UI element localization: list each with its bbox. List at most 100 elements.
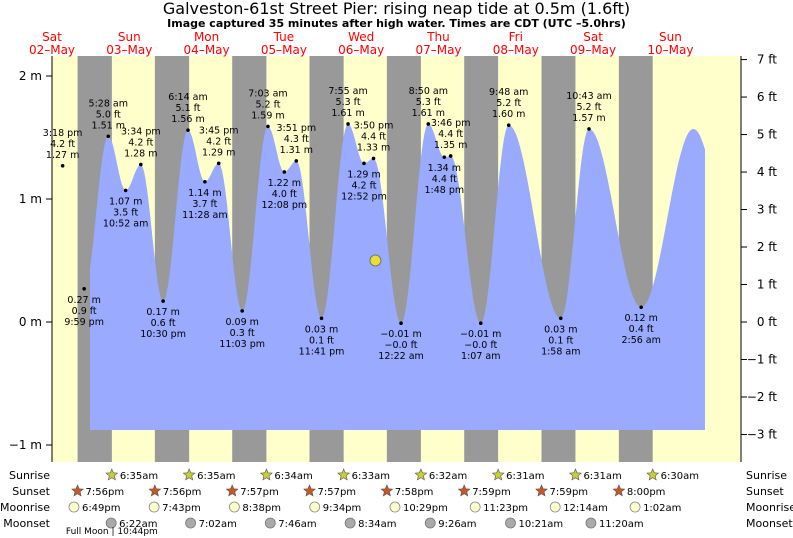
tide-point <box>448 154 453 158</box>
tide-metres-label: 1.27 m <box>46 150 79 161</box>
tide-point <box>362 161 366 166</box>
tide-time-label: 12:22 am <box>378 351 423 362</box>
moonset-icon <box>585 517 597 529</box>
tide-feet-label: 4.4 ft <box>432 174 457 185</box>
sunrise-icon <box>568 468 582 481</box>
sunrise-time: 6:33am <box>352 471 390 482</box>
tide-point <box>123 188 128 193</box>
date-label: 04–May <box>184 43 230 57</box>
moonrise-row-label-right: Moonrise <box>746 501 793 514</box>
tide-metres-label: 1.59 m <box>251 110 284 121</box>
moonset-time: 11:20am <box>599 519 644 530</box>
tide-time-label: 5:28 am <box>89 98 128 109</box>
tide-time-label: 11:28 am <box>182 210 227 221</box>
low-tide-marker: 0.27 m0.9 ft9:59 pm <box>64 286 104 328</box>
low-tide-marker: 1.34 m4.4 ft1:48 pm <box>424 155 464 196</box>
chart-subtitle: Image captured 35 minutes after high wat… <box>167 17 626 30</box>
moonrise-time: 10:29pm <box>403 503 448 514</box>
tide-time-label: 12:08 pm <box>261 200 307 211</box>
tide-metres-label: 1.28 m <box>124 149 157 160</box>
left-tick-label: −1 m <box>9 438 42 452</box>
sunset-time: 7:59pm <box>472 487 511 498</box>
moonrise-time: 8:38pm <box>242 503 281 514</box>
tide-metres-label: 0.27 m <box>67 295 100 306</box>
moonrise-row-label-left: Moonrise <box>0 501 50 514</box>
day-of-week-label: Sat <box>42 30 62 44</box>
low-tide-marker: 0.12 m0.4 ft2:56 am <box>621 305 661 346</box>
tide-point <box>266 124 270 129</box>
date-label: 08–May <box>493 43 539 57</box>
moonset-time: 10:21am <box>518 519 563 530</box>
sunset-time: 7:58pm <box>395 487 434 498</box>
tide-metres-label: 1.57 m <box>572 113 605 124</box>
tide-point <box>106 134 111 139</box>
sunrise-icon <box>646 468 660 481</box>
tide-feet-label: 5.1 ft <box>176 103 201 114</box>
moonrise-icon <box>629 501 641 513</box>
tide-metres-label: 1.14 m <box>188 188 221 199</box>
right-tick-label: 1 ft <box>757 278 777 292</box>
tide-time-label: 10:43 am <box>566 91 611 102</box>
tide-point <box>558 316 563 321</box>
day-of-week-label: Sun <box>118 30 141 44</box>
right-tick-label: 3 ft <box>757 203 777 217</box>
sunset-row-label-right: Sunset <box>746 485 784 498</box>
moonrise-time: 7:43pm <box>162 503 201 514</box>
right-tick-label: 6 ft <box>757 90 777 104</box>
tide-point <box>82 286 86 291</box>
moonrise-time: 11:23pm <box>483 503 528 514</box>
moonrise-icon <box>389 501 401 513</box>
tide-point <box>216 161 221 166</box>
tide-point <box>203 179 207 184</box>
date-label: 03–May <box>106 43 152 57</box>
moonset-icon <box>505 517 516 529</box>
tide-point <box>346 122 350 126</box>
chart-title: Galveston-61st Street Pier: rising neap … <box>162 0 631 18</box>
date-label: 05–May <box>261 43 307 57</box>
tide-feet-label: 0.6 ft <box>151 318 176 329</box>
tide-metres-label: 0.03 m <box>544 324 577 335</box>
tide-feet-label: 5.3 ft <box>336 97 361 108</box>
moonset-icon <box>344 517 356 529</box>
high-tide-marker: 1.56 m5.1 ft6:14 am <box>168 92 208 132</box>
date-label: 07–May <box>415 43 461 57</box>
tide-feet-label: 5.2 ft <box>496 98 521 109</box>
left-tick-label: 0 m <box>19 315 42 329</box>
tide-time-label: 2:56 am <box>621 335 660 346</box>
tide-point <box>442 155 447 159</box>
sunrise-icon <box>337 468 351 481</box>
tide-feet-label: 4.2 ft <box>50 139 75 150</box>
tide-time-label: 3:46 pm <box>431 118 471 129</box>
tide-time-label: 9:48 am <box>489 87 528 98</box>
moonrise-icon <box>148 501 160 513</box>
right-tick-label: 4 ft <box>757 165 777 179</box>
tide-point <box>587 127 591 131</box>
moonrise-icon <box>549 501 561 513</box>
high-tide-marker: 1.27 m4.2 ft3:18 pm <box>43 128 82 168</box>
tide-feet-label: 0.9 ft <box>72 306 97 317</box>
tide-feet-label: 3.5 ft <box>113 207 138 218</box>
tide-time-label: 11:41 pm <box>299 346 345 357</box>
tide-time-label: 7:55 am <box>328 86 367 97</box>
tide-point <box>319 316 324 321</box>
high-tide-marker: 1.35 m4.4 ft3:46 pm <box>431 118 471 158</box>
day-of-week-label: Mon <box>194 30 219 44</box>
sunset-time: 7:57pm <box>240 487 279 498</box>
tide-feet-label: −0.0 ft <box>385 340 418 351</box>
tide-point <box>478 321 483 326</box>
tide-feet-label: 4.2 ft <box>206 136 231 147</box>
moonrise-time: 12:14am <box>563 503 608 514</box>
date-label: 10–May <box>647 43 693 57</box>
tide-metres-label: −0.01 m <box>460 329 501 340</box>
tide-metres-label: 1.33 m <box>357 142 390 153</box>
tide-time-label: 3:50 pm <box>354 120 394 131</box>
tide-point <box>240 309 244 313</box>
right-tick-label: −1 ft <box>747 352 778 366</box>
day-of-week-label: Fri <box>509 30 523 44</box>
sunset-icon <box>457 484 471 497</box>
high-tide-marker: 1.29 m4.2 ft3:45 pm <box>199 125 238 166</box>
